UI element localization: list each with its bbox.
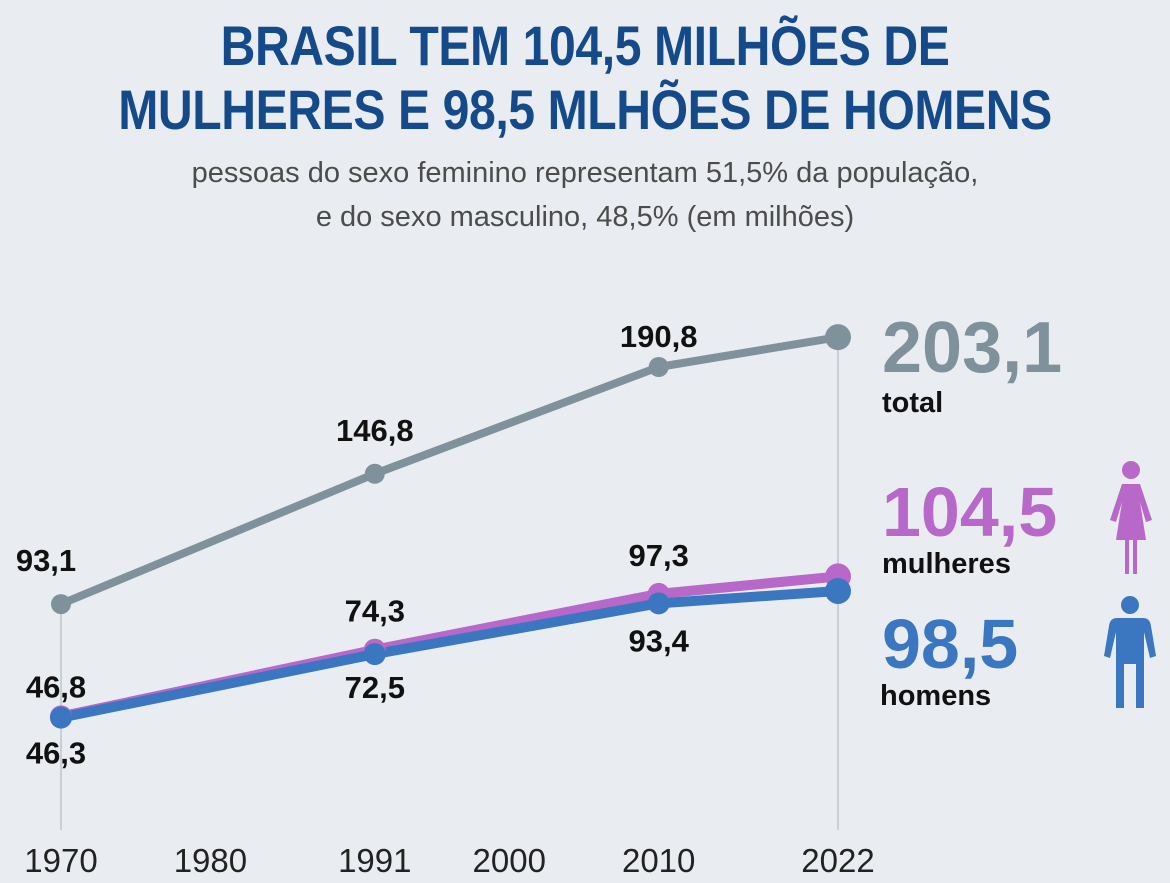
subtitle-line-1: pessoas do sexo feminino representam 51,…	[191, 157, 979, 189]
data-label-men-1991: 72,5	[345, 670, 405, 705]
data-label-women-1991: 74,3	[345, 594, 405, 629]
legend-label-women: mulheres	[882, 548, 1011, 580]
data-label-men-1970: 46,3	[26, 736, 86, 771]
woman-icon	[1110, 461, 1152, 574]
series-line-total	[57, 333, 842, 609]
point-men-2010	[647, 592, 670, 615]
chart-subtitle: pessoas do sexo feminino representam 51,…	[0, 151, 1170, 239]
x-tick-label-2022: 2022	[801, 842, 874, 879]
subtitle-line-2: e do sexo masculino, 48,5% (em milhões)	[315, 201, 855, 233]
point-total-1970	[51, 594, 71, 615]
data-label-total-1970: 93,1	[16, 543, 76, 578]
x-tick-label-1970: 1970	[24, 842, 97, 879]
data-label-total-2010: 190,8	[620, 319, 698, 354]
data-label-total-1991: 146,8	[336, 413, 414, 448]
data-label-women-1970: 46,8	[26, 669, 86, 704]
x-tick-label-2000: 2000	[473, 842, 546, 879]
point-men-1991	[363, 643, 386, 666]
data-label-women-2010: 97,3	[629, 538, 689, 573]
point-total-2010	[648, 357, 669, 378]
data-label-men-2010: 93,4	[629, 623, 690, 658]
series-line-men	[56, 585, 843, 723]
x-tick-label-1980: 1980	[174, 842, 247, 879]
legend-label-total: total	[882, 387, 943, 419]
chart-title: BRASIL TEM 104,5 MILHÕES DE MULHERES E 9…	[82, 14, 1088, 142]
man-icon	[1104, 596, 1156, 708]
point-total-2022	[825, 324, 851, 351]
point-men-2022	[825, 577, 851, 604]
point-men-1970	[50, 706, 72, 729]
legend-label-men: homens	[880, 680, 991, 712]
x-tick-label-1991: 1991	[338, 842, 411, 879]
point-total-1991	[364, 463, 385, 484]
title-line-2: MULHERES E 98,5 MLHÕES DE HOMENS	[118, 78, 1052, 141]
legend-value-women: 104,5	[882, 473, 1057, 551]
x-tick-label-2010: 2010	[622, 842, 695, 879]
title-line-1: BRASIL TEM 104,5 MILHÕES DE	[220, 14, 950, 77]
legend-value-total: 203,1	[882, 308, 1062, 388]
legend-value-men: 98,5	[882, 605, 1018, 683]
